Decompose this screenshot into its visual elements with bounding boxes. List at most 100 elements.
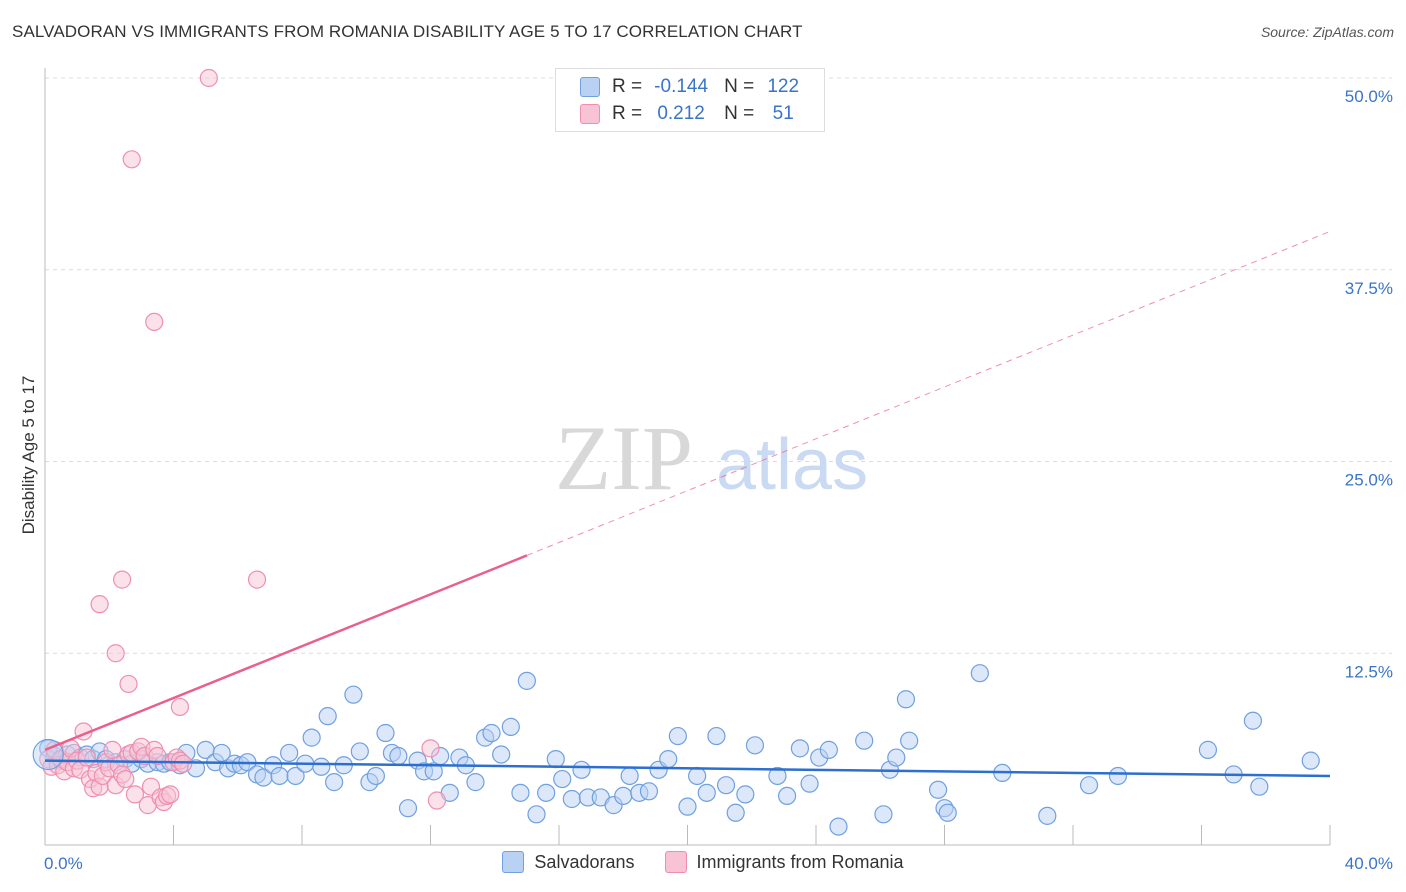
salvadoran-point (286, 766, 305, 786)
salvadoran-point (874, 805, 893, 824)
salvadoran-point (350, 742, 369, 761)
salvadoran-point (312, 757, 331, 776)
salvadoran-point (212, 743, 231, 763)
salvadoran-point (376, 723, 395, 743)
bottom-legend-salvadorans: Salvadorans (502, 851, 635, 873)
salvadoran-point (938, 803, 957, 822)
salvadoran-point (900, 731, 919, 750)
romania-trend-line (44, 554, 528, 752)
salvadoran-point (1243, 711, 1263, 730)
legend-r-value: -0.144 (654, 76, 709, 97)
legend-n-label: N = (724, 76, 755, 97)
romania-point (427, 791, 447, 810)
salvadoran-point (1198, 740, 1218, 759)
salvadoran-point (736, 785, 755, 804)
salvadoran-point (537, 783, 556, 802)
gridlines (45, 77, 1392, 654)
salvadoran-point (1301, 751, 1320, 770)
salvadoran-point (398, 799, 418, 818)
salvadoran-point (527, 805, 546, 824)
romania-point (125, 785, 145, 804)
y-axis-label: Disability Age 5 to 17 (19, 376, 38, 535)
watermark: ZIP atlas (555, 407, 868, 509)
romania-point (90, 595, 109, 614)
y-tick-label: 25.0% (1345, 471, 1393, 490)
salvadoran-point (501, 717, 520, 736)
legend-swatch-pink (580, 104, 600, 124)
bottom-legend-swatch-pink (664, 851, 687, 873)
legend-n-value: 122 (767, 76, 800, 97)
trend-lines (44, 230, 1331, 778)
salvadoran-point (517, 671, 536, 690)
tick-labels: 12.5% 25.0% 37.5% 50.0% 0.0% 40.0% (44, 87, 1393, 873)
y-tick-label: 37.5% (1345, 279, 1393, 298)
salvadoran-point (678, 797, 697, 816)
salvadoran-point (716, 776, 736, 795)
romania-point (106, 644, 125, 663)
salvadoran-point (1079, 776, 1099, 795)
romania-trend-line-extension (526, 230, 1331, 556)
salvadoran-point (887, 748, 906, 767)
salvadoran-point (688, 766, 707, 786)
x-tick-label: 0.0% (44, 854, 83, 873)
watermark-atlas: atlas (716, 425, 868, 505)
salvadoran-point (928, 780, 948, 799)
salvadoran-point (800, 774, 819, 793)
legend-row-romania: R = 0.212 N = 51 (580, 101, 812, 127)
romania-point (148, 746, 167, 766)
salvadoran-point (639, 782, 659, 801)
legend-box: R = -0.144 N = 122 R = 0.212 N = 51 (555, 68, 825, 132)
salvadoran-point (620, 766, 639, 786)
romania-point (119, 674, 138, 694)
salvadoran-point (325, 773, 344, 792)
legend-row-salvadorans: R = -0.144 N = 122 (580, 74, 812, 100)
salvadoran-point (572, 760, 591, 779)
romania-point (199, 68, 218, 88)
salvadoran-point (318, 707, 337, 726)
chart-title: SALVADORAN VS IMMIGRANTS FROM ROMANIA DI… (12, 22, 803, 41)
legend-n-label: N = (724, 103, 755, 124)
bottom-legend: Salvadorans Immigrants from Romania (0, 851, 1406, 873)
y-tick-label: 12.5% (1345, 662, 1393, 681)
legend-r-value: 0.212 (657, 103, 705, 124)
legend-swatch-blue (580, 77, 600, 97)
romania-point (247, 570, 267, 589)
salvadoran-point (790, 739, 810, 758)
salvadoran-point (745, 736, 765, 755)
salvadoran-point (970, 664, 989, 683)
salvadoran-point (829, 817, 848, 836)
legend-n-value: 51 (772, 103, 794, 124)
salvadoran-point (492, 745, 511, 764)
salvadoran-point (1038, 806, 1057, 825)
romania-point (77, 748, 96, 767)
salvadoran-point (726, 803, 745, 822)
salvadoran-point (614, 786, 633, 806)
salvadoran-point (668, 726, 687, 746)
salvadoran-point (366, 766, 385, 786)
x-tick-label: 40.0% (1345, 854, 1393, 873)
salvadoran-point (389, 746, 408, 766)
salvadoran-point (819, 740, 838, 759)
salvadoran-point (659, 749, 678, 769)
salvadoran-point (344, 685, 363, 704)
romania-point (174, 754, 193, 773)
salvadoran-trend-line (44, 759, 1331, 778)
salvadoran-point (855, 731, 874, 750)
salvadoran-point (1108, 766, 1128, 786)
salvadoran-point (280, 743, 299, 763)
romania-point (122, 150, 141, 169)
romania-point (112, 570, 132, 589)
salvadoran-point (1250, 777, 1269, 796)
bottom-legend-swatch-blue (502, 851, 525, 873)
salvadoran-point (424, 762, 443, 781)
salvadoran-point (562, 789, 581, 809)
bottom-legend-label: Immigrants from Romania (696, 851, 904, 872)
bottom-legend-label: Salvadorans (534, 851, 635, 872)
legend-r-label: R = (612, 103, 643, 124)
salvadoran-point (553, 769, 572, 789)
bottom-legend-romania: Immigrants from Romania (664, 851, 904, 873)
legend-r-label: R = (612, 76, 643, 97)
romania-point (170, 697, 190, 717)
salvadoran-point (697, 783, 716, 802)
